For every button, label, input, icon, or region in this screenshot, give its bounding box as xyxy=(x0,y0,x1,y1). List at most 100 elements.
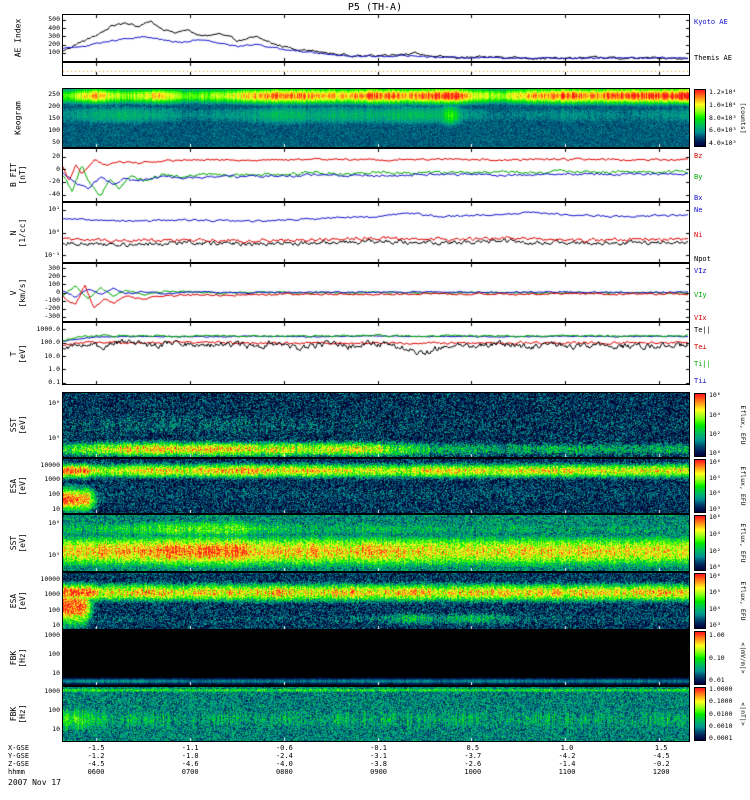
ytick-temperature-3: 1.0 xyxy=(48,364,60,373)
ytick-temperature-4: 0.1 xyxy=(48,378,60,387)
date-label: 2007 Nov 17 xyxy=(8,778,61,787)
ylabel-esa-ion: ESA [eV] xyxy=(8,476,27,496)
legend-item-velocity-2: VIx xyxy=(694,314,707,322)
panel-fbk-b xyxy=(62,686,690,742)
time-tick-6: 1200 xyxy=(652,768,670,776)
ytick-b-fit-3: -40 xyxy=(48,190,60,199)
colorbar-tick-fbk-b-0: 1.0000 xyxy=(709,684,733,693)
colorbar-tick-keogram-4: 4.0×10³ xyxy=(709,138,737,147)
panel-canvas-ae-index xyxy=(63,15,689,61)
time-tick-0: 0600 xyxy=(87,768,105,776)
panel-sst-ion xyxy=(62,392,690,458)
colorbar-sst-electron xyxy=(694,515,706,571)
ytick-temperature-0: 1000.0 xyxy=(36,324,60,333)
legend-item-velocity-0: VIz xyxy=(694,267,707,275)
ephemeris-value-2-0: -4.5 xyxy=(87,760,105,768)
legend-item-temperature-2: Ti|| xyxy=(694,360,711,368)
ytick-sst-ion-1: 10⁵ xyxy=(48,434,60,443)
ytick-esa-ion-1: 1000 xyxy=(44,475,60,484)
panel-esa-ion xyxy=(62,458,690,514)
panel-canvas-esa-electron xyxy=(63,573,689,629)
colorbar-tick-esa-electron-3: 10³ xyxy=(709,620,721,629)
ytick-keogram-0: 250 xyxy=(48,89,60,98)
ephemeris-value-2-3: -3.8 xyxy=(370,760,388,768)
ytick-velocity-2: 100 xyxy=(48,279,60,288)
colorbar-unit-fbk-e: <|mV/m|> xyxy=(739,642,747,674)
colorbar-unit-esa-electron: Eflux, EFU xyxy=(739,581,747,621)
colorbar-tick-esa-electron-0: 10⁶ xyxy=(709,572,721,581)
time-tick-5: 1100 xyxy=(558,768,576,776)
ephemeris-value-0-4: 0.5 xyxy=(466,744,480,752)
axis-row-label-1: Y-GSE xyxy=(8,752,30,760)
ylabel-velocity: V [km/s] xyxy=(8,278,27,307)
ytick-esa-ion-2: 100 xyxy=(48,490,60,499)
colorbar-unit-sst-electron: Eflux, EFU xyxy=(739,523,747,563)
ytick-velocity-3: 0 xyxy=(56,288,60,296)
colorbar-canvas-fbk-e xyxy=(695,632,705,684)
colorbar-sst-ion xyxy=(694,393,706,457)
colorbar-canvas-esa-ion xyxy=(695,460,705,512)
ylabel-b-fit: B FIT [nT] xyxy=(8,162,27,188)
colorbar-tick-keogram-2: 8.0×10³ xyxy=(709,113,737,122)
colorbar-unit-fbk-b: <|nT|> xyxy=(739,702,747,726)
panel-canvas-temperature xyxy=(63,323,689,384)
legend-item-density-0: Ne xyxy=(694,206,703,214)
time-tick-4: 1000 xyxy=(464,768,482,776)
colorbar-tick-fbk-b-1: 0.1000 xyxy=(709,697,733,706)
colorbar-tick-keogram-0: 1.2×10⁴ xyxy=(709,88,737,97)
panel-velocity xyxy=(62,263,690,322)
ytick-density-2: 10⁻¹ xyxy=(44,250,60,259)
colorbar-tick-esa-electron-2: 10⁴ xyxy=(709,604,721,613)
panel-canvas-fbk-b xyxy=(63,687,689,741)
ytick-fbk-b-0: 1000 xyxy=(44,687,60,696)
ephemeris-value-0-3: -0.1 xyxy=(370,744,388,752)
panel-sst-electron xyxy=(62,514,690,572)
colorbar-tick-fbk-e-2: 0.01 xyxy=(709,675,725,684)
legend-item-ae-index-0: Kyoto AE xyxy=(694,18,728,26)
legend-item-velocity-1: VIy xyxy=(694,290,707,299)
ytick-fbk-e-1: 100 xyxy=(48,650,60,659)
panel-esa-electron xyxy=(62,572,690,630)
colorbar-tick-sst-ion-3: 10⁰ xyxy=(709,448,721,457)
ephemeris-value-1-1: -1.8 xyxy=(181,752,199,760)
colorbar-tick-fbk-e-0: 1.00 xyxy=(709,631,725,640)
ytick-ae-index-0: 500 xyxy=(48,15,60,24)
colorbar-tick-fbk-b-4: 0.0001 xyxy=(709,734,733,743)
ytick-ae-index-1: 400 xyxy=(48,23,60,32)
panel-keogram xyxy=(62,88,690,148)
panel-fbk-e xyxy=(62,630,690,686)
colorbar-tick-sst-electron-2: 10² xyxy=(709,546,721,555)
ytick-b-fit-1: 0 xyxy=(56,164,60,173)
ephemeris-value-1-3: -3.1 xyxy=(370,752,388,760)
ylabel-esa-electron: ESA [eV] xyxy=(8,591,27,611)
ephemeris-value-2-1: -4.6 xyxy=(181,760,199,768)
ytick-sst-electron-0: 10⁶ xyxy=(48,519,60,528)
ytick-velocity-0: 300 xyxy=(48,263,60,272)
ephemeris-value-1-5: -4.2 xyxy=(558,752,576,760)
ytick-density-0: 10¹ xyxy=(48,205,60,214)
ytick-fbk-e-2: 10 xyxy=(52,668,60,677)
ytick-esa-electron-2: 100 xyxy=(48,605,60,614)
ephemeris-value-0-6: 1.5 xyxy=(654,744,668,752)
ytick-velocity-5: -200 xyxy=(44,304,60,313)
ytick-sst-electron-1: 10⁵ xyxy=(48,550,60,559)
ytick-ae-index-3: 200 xyxy=(48,40,60,49)
axis-row-label-3: hhmm xyxy=(8,768,25,776)
ylabel-sst-electron: SST [eV] xyxy=(8,533,27,553)
legend-item-density-2: Npot xyxy=(694,255,711,263)
ylabel-density: N [1/cc] xyxy=(8,218,27,247)
panel-canvas-b-fit xyxy=(63,149,689,201)
colorbar-tick-esa-ion-0: 10⁶ xyxy=(709,457,721,466)
ytick-temperature-2: 10.0 xyxy=(44,351,60,360)
colorbar-tick-sst-electron-3: 10⁰ xyxy=(709,563,721,572)
colorbar-tick-sst-ion-0: 10⁶ xyxy=(709,391,721,400)
ytick-keogram-2: 150 xyxy=(48,113,60,122)
ytick-keogram-1: 200 xyxy=(48,101,60,110)
colorbar-fbk-e xyxy=(694,631,706,685)
ylabel-fbk-e: FBK [Hz] xyxy=(8,648,27,668)
legend-item-temperature-3: Ti⊥ xyxy=(694,377,707,385)
panel-canvas-esa-ion xyxy=(63,459,689,513)
ephemeris-value-1-2: -2.4 xyxy=(275,752,293,760)
panel-canvas-density xyxy=(63,203,689,262)
